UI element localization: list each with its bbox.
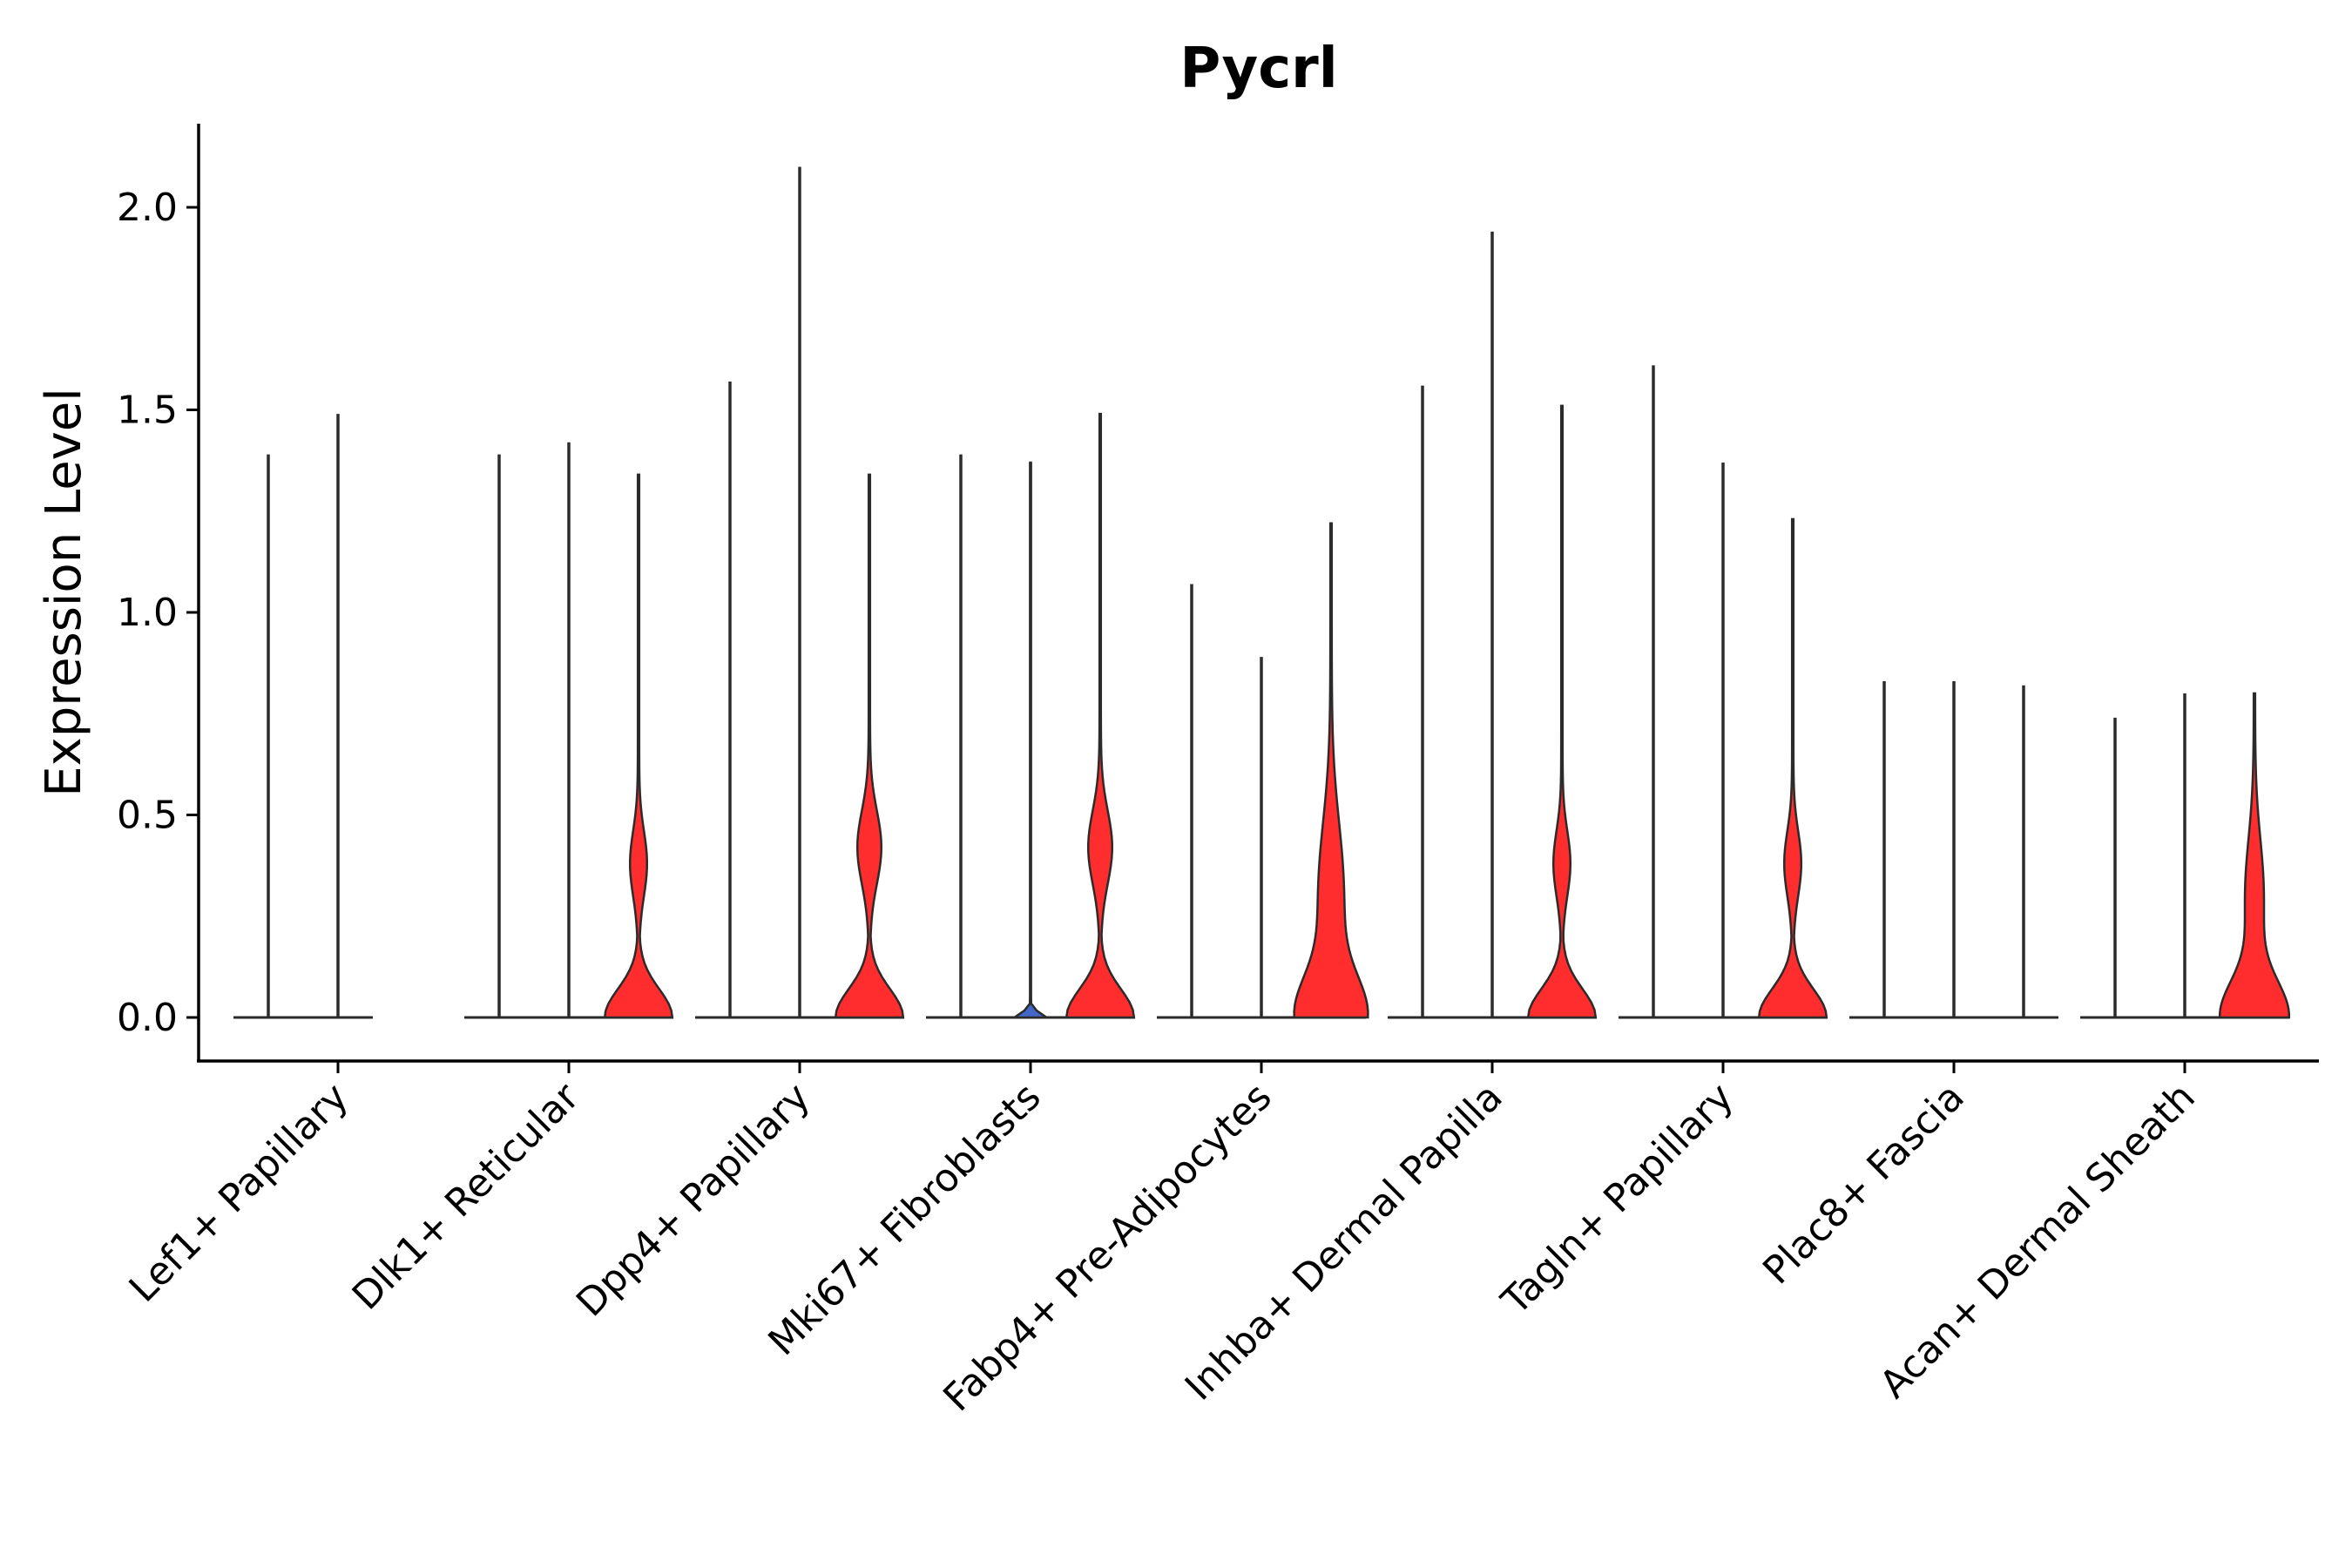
violin-body — [834, 473, 905, 1019]
violin-body — [1010, 461, 1051, 1019]
x-tick-label: Lef1+ Papillary — [121, 1075, 357, 1311]
chart-title: Pycrl — [1179, 37, 1337, 101]
violin-body — [1526, 404, 1598, 1019]
y-axis-label: Expression Level — [36, 388, 92, 797]
violin-body — [603, 473, 674, 1019]
violin-body — [2218, 692, 2291, 1019]
x-tick-label: Dpp4+ Papillary — [568, 1075, 819, 1326]
y-tick-label: 2.0 — [117, 186, 178, 230]
y-tick-label: 0.5 — [117, 794, 178, 838]
y-tick-label: 0.0 — [117, 996, 178, 1040]
y-ticks: 0.0 0.5 1.0 1.5 2.0 — [117, 186, 199, 1040]
violin-body — [1064, 412, 1136, 1019]
violin-body — [1757, 517, 1828, 1019]
x-tick-label: Dlk1+ Reticular — [344, 1074, 589, 1319]
y-tick-label: 1.0 — [117, 591, 178, 635]
x-tick-label: Tagln+ Papillary — [1493, 1075, 1742, 1324]
violins-layer — [233, 166, 2291, 1019]
y-tick-label: 1.5 — [117, 389, 178, 433]
violin-body — [1293, 522, 1369, 1019]
x-tick-label: Plac8+ Fascia — [1754, 1075, 1973, 1294]
